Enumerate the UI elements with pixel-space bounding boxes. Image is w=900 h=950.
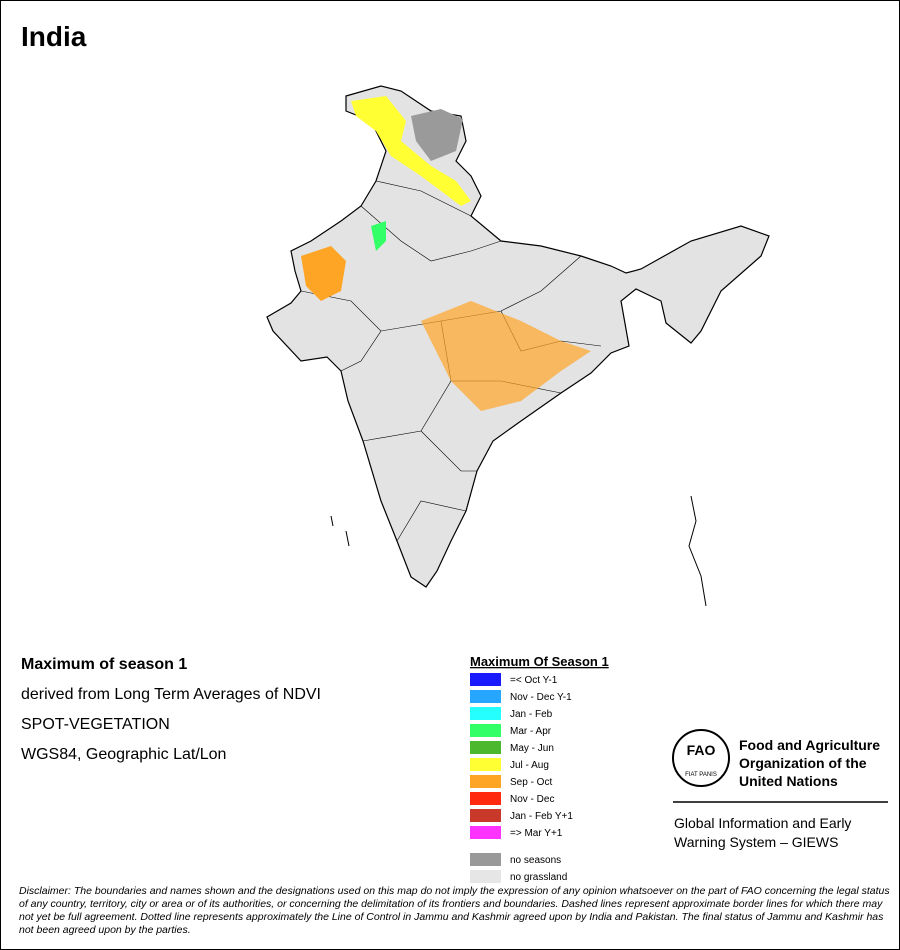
season-patch — [371, 221, 386, 251]
legend-title: Maximum Of Season 1 — [470, 654, 609, 669]
islands — [330, 495, 707, 607]
season-patch — [351, 96, 471, 206]
legend-swatch — [470, 673, 501, 686]
legend-label: Jul - Aug — [510, 760, 549, 771]
logo-motto: FIAT PANIS — [685, 772, 717, 778]
legend-label: no seasons — [510, 855, 561, 866]
system-name: Warning System – GIEWS — [674, 834, 838, 850]
info-line: SPOT-VEGETATION — [21, 716, 170, 733]
season-patch — [421, 301, 591, 411]
legend-label: Nov - Dec Y-1 — [510, 692, 572, 703]
disclaimer: Disclaimer: The boundaries and names sho… — [19, 885, 890, 936]
legend-label: Mar - Apr — [510, 726, 552, 737]
legend-swatch — [470, 870, 501, 883]
org-name: Food and Agriculture — [739, 737, 880, 753]
legend-swatch — [470, 707, 501, 720]
legend-label: Nov - Dec — [510, 794, 554, 805]
legend-label: =< Oct Y-1 — [510, 675, 558, 686]
logo-emblem — [672, 729, 730, 787]
no-seasons-area — [411, 109, 463, 161]
season-patch — [301, 246, 346, 301]
legend-label: => Mar Y+1 — [510, 828, 563, 839]
legend-swatch — [470, 809, 501, 822]
info-line: derived from Long Term Averages of NDVI — [21, 686, 321, 703]
india-map — [266, 85, 770, 607]
map-title: India — [21, 21, 87, 52]
legend-swatch — [470, 853, 501, 866]
org-name: Organization of the — [739, 755, 867, 771]
legend-label: no grassland — [510, 872, 567, 883]
system-name: Global Information and Early — [674, 815, 851, 831]
legend-swatch — [470, 792, 501, 805]
legend-swatch — [470, 826, 501, 839]
logo-emblem-text: FAO — [687, 742, 716, 758]
legend-swatch — [470, 690, 501, 703]
org-name: United Nations — [739, 773, 838, 789]
map-info: Maximum of season 1 derived from Long Ter… — [21, 656, 321, 776]
legend-swatch — [470, 758, 501, 771]
legend-swatch — [470, 741, 501, 754]
legend-label: Sep - Oct — [510, 777, 552, 788]
legend-swatch — [470, 724, 501, 737]
info-line: Maximum of season 1 — [21, 656, 188, 673]
legend-label: Jan - Feb Y+1 — [510, 811, 573, 822]
legend-swatch — [470, 775, 501, 788]
legend-label: May - Jun — [510, 743, 554, 754]
info-line: WGS84, Geographic Lat/Lon — [21, 746, 227, 763]
legend-label: Jan - Feb — [510, 709, 553, 720]
